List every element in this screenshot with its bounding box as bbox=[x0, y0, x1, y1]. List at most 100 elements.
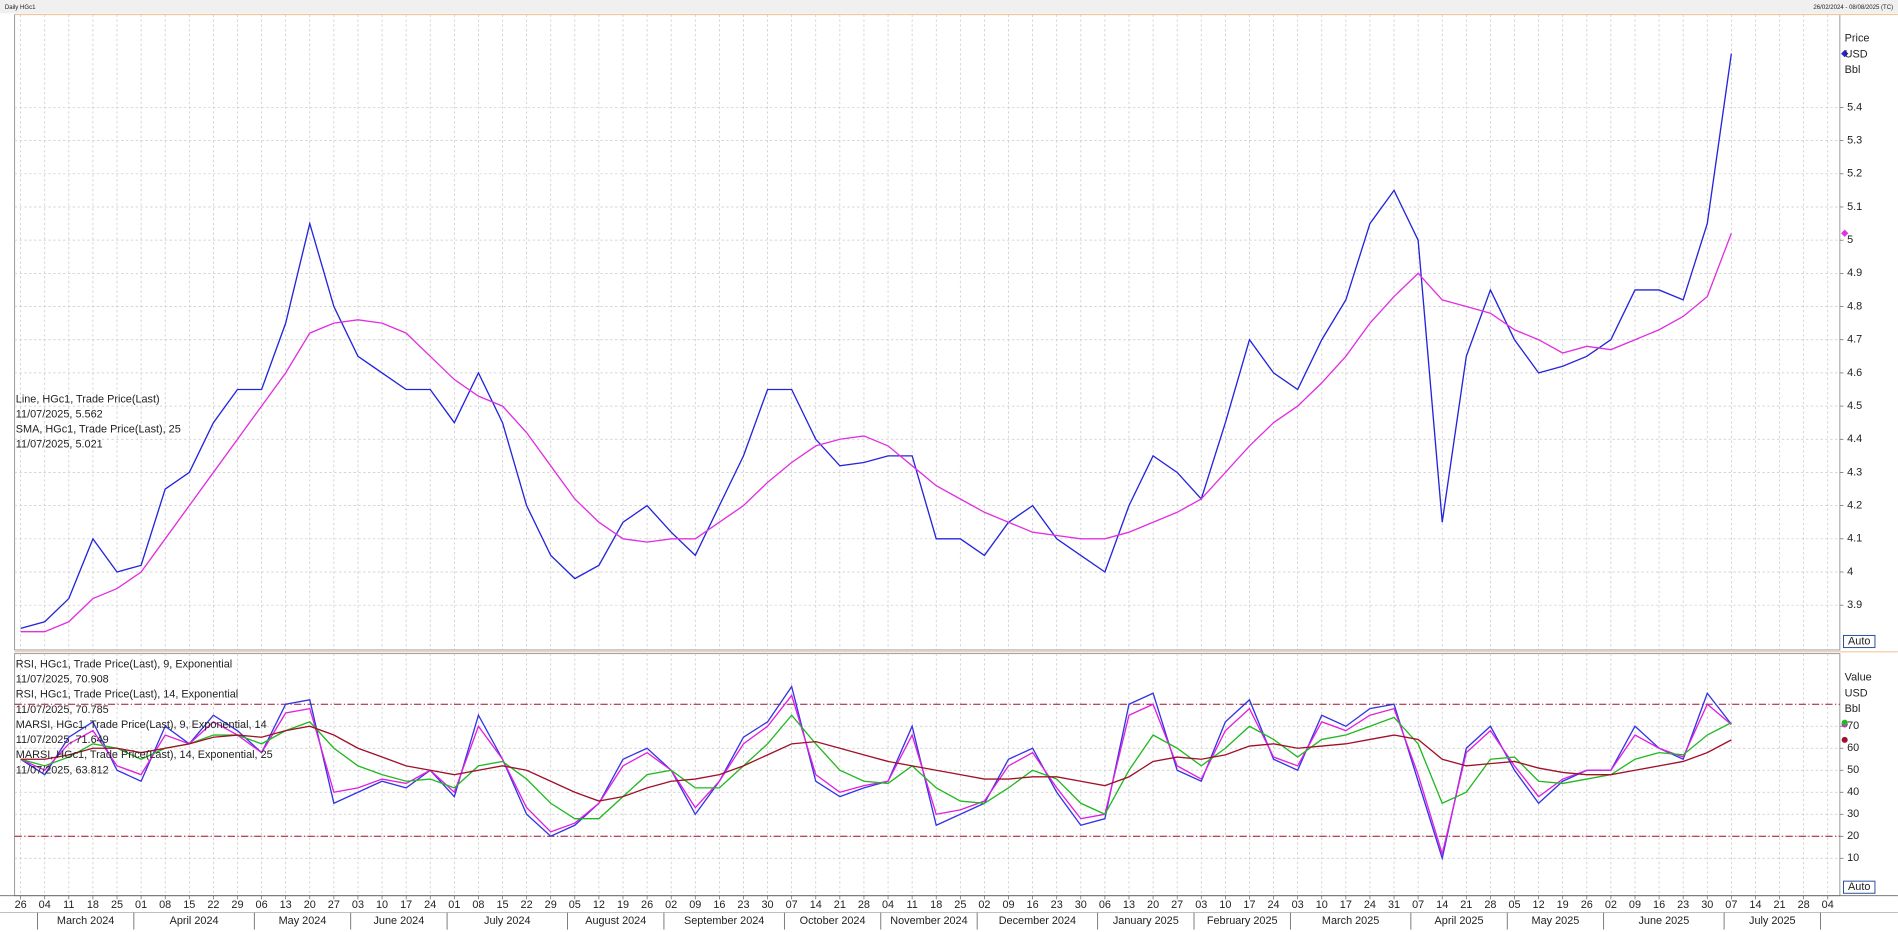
legend-value: 11/07/2025, 70.908 bbox=[16, 674, 109, 686]
x-tick-label: 30 bbox=[762, 899, 774, 911]
x-tick-label: 29 bbox=[545, 899, 557, 911]
month-label: March 2024 bbox=[57, 915, 114, 927]
x-tick-label: 02 bbox=[1605, 899, 1617, 911]
month-label: October 2024 bbox=[800, 915, 866, 927]
y-tick-label: 10 bbox=[1847, 852, 1859, 864]
x-tick-label: 06 bbox=[1099, 899, 1111, 911]
legend-value: 11/07/2025, 63.812 bbox=[16, 764, 109, 776]
x-tick-label: 13 bbox=[280, 899, 292, 911]
x-tick-label: 28 bbox=[1484, 899, 1496, 911]
month-label: November 2024 bbox=[890, 915, 967, 927]
x-tick-label: 09 bbox=[1629, 899, 1641, 911]
x-tick-label: 14 bbox=[1436, 899, 1448, 911]
x-tick-label: 25 bbox=[954, 899, 966, 911]
y-tick-label: 30 bbox=[1847, 808, 1859, 820]
x-tick-label: 16 bbox=[1027, 899, 1039, 911]
x-tick-label: 15 bbox=[183, 899, 195, 911]
y-axis-label: Bbl bbox=[1845, 64, 1861, 76]
x-tick-label: 07 bbox=[1725, 899, 1737, 911]
x-tick-label: 10 bbox=[376, 899, 388, 911]
y-axis-label: Value bbox=[1845, 672, 1872, 684]
y-tick-label: 4.7 bbox=[1847, 334, 1862, 346]
legend-value: 11/07/2025, 5.562 bbox=[16, 408, 103, 420]
x-tick-label: 02 bbox=[665, 899, 677, 911]
x-tick-label: 28 bbox=[1798, 899, 1810, 911]
x-tick-label: 20 bbox=[304, 899, 316, 911]
x-tick-label: 12 bbox=[593, 899, 605, 911]
y-axis-label: Bbl bbox=[1845, 703, 1861, 715]
y-tick-label: 4.6 bbox=[1847, 367, 1862, 379]
month-label: March 2025 bbox=[1322, 915, 1379, 927]
x-tick-label: 07 bbox=[1412, 899, 1424, 911]
y-axis-label: USD bbox=[1845, 687, 1868, 699]
month-label: September 2024 bbox=[684, 915, 764, 927]
y-axis-label: Price bbox=[1845, 33, 1870, 45]
y-tick-label: 5.4 bbox=[1847, 101, 1862, 113]
auto-button[interactable] bbox=[1842, 880, 1876, 894]
month-label: June 2024 bbox=[373, 915, 424, 927]
month-label: July 2025 bbox=[1749, 915, 1796, 927]
y-tick-label: 4.2 bbox=[1847, 500, 1862, 512]
legend-value: 11/07/2025, 5.021 bbox=[16, 439, 103, 451]
x-tick-label: 02 bbox=[978, 899, 990, 911]
month-label: April 2025 bbox=[1435, 915, 1484, 927]
legend-name: RSI, HGc1, Trade Price(Last), 14, Expone… bbox=[16, 689, 238, 701]
date-range: 26/02/2024 - 08/08/2025 (TC) bbox=[1813, 5, 1893, 11]
series-line bbox=[20, 694, 1732, 857]
x-tick-label: 06 bbox=[256, 899, 268, 911]
month-label: May 2024 bbox=[279, 915, 327, 927]
auto-button[interactable] bbox=[1842, 634, 1876, 649]
legend-name: MARSI, HGc1, Trade Price(Last), 14, Expo… bbox=[16, 749, 273, 761]
month-label: June 2025 bbox=[1638, 915, 1689, 927]
x-tick-label: 26 bbox=[641, 899, 653, 911]
y-tick-label: 5 bbox=[1847, 234, 1853, 246]
y-tick-label: 4.4 bbox=[1847, 433, 1862, 445]
last-value-marker bbox=[1841, 719, 1848, 726]
month-label: August 2024 bbox=[585, 915, 646, 927]
y-axis-label: USD bbox=[1845, 48, 1868, 60]
legend-name: SMA, HGc1, Trade Price(Last), 25 bbox=[16, 424, 181, 436]
x-tick-label: 21 bbox=[1773, 899, 1785, 911]
y-tick-label: 4 bbox=[1847, 566, 1853, 578]
last-value-marker bbox=[1841, 229, 1849, 237]
x-tick-label: 05 bbox=[1508, 899, 1520, 911]
x-tick-label: 12 bbox=[1533, 899, 1545, 911]
x-tick-label: 25 bbox=[111, 899, 123, 911]
x-tick-label: 09 bbox=[689, 899, 701, 911]
x-tick-label: 24 bbox=[1364, 899, 1376, 911]
y-tick-label: 4.3 bbox=[1847, 466, 1862, 478]
x-tick-label: 17 bbox=[1243, 899, 1255, 911]
x-tick-label: 10 bbox=[1316, 899, 1328, 911]
legend-name: MARSI, HGc1, Trade Price(Last), 9, Expon… bbox=[16, 719, 267, 731]
x-tick-label: 04 bbox=[882, 899, 894, 911]
series-line bbox=[20, 685, 1732, 861]
x-tick-label: 05 bbox=[569, 899, 581, 911]
auto-button-label[interactable]: Auto bbox=[1848, 635, 1870, 647]
x-tick-label: 19 bbox=[1557, 899, 1569, 911]
x-tick-label: 21 bbox=[1460, 899, 1472, 911]
x-tick-label: 23 bbox=[1677, 899, 1689, 911]
last-value-marker bbox=[1841, 50, 1849, 58]
x-tick-label: 09 bbox=[1002, 899, 1014, 911]
y-tick-label: 20 bbox=[1847, 830, 1859, 842]
x-tick-label: 30 bbox=[1701, 899, 1713, 911]
series-line bbox=[20, 714, 1732, 820]
x-tick-label: 13 bbox=[1123, 899, 1135, 911]
month-label: February 2025 bbox=[1207, 915, 1278, 927]
x-tick-label: 31 bbox=[1388, 899, 1400, 911]
x-tick-label: 17 bbox=[1340, 899, 1352, 911]
x-tick-label: 11 bbox=[906, 899, 917, 911]
month-label: January 2025 bbox=[1113, 915, 1179, 927]
y-tick-label: 50 bbox=[1847, 764, 1859, 776]
x-tick-label: 11 bbox=[63, 899, 74, 911]
legend-name: RSI, HGc1, Trade Price(Last), 9, Exponen… bbox=[16, 658, 232, 670]
series-line bbox=[20, 725, 1732, 802]
x-tick-label: 21 bbox=[834, 899, 846, 911]
x-tick-label: 27 bbox=[328, 899, 340, 911]
x-tick-label: 22 bbox=[207, 899, 219, 911]
auto-button-label[interactable]: Auto bbox=[1848, 881, 1870, 893]
x-tick-label: 14 bbox=[1749, 899, 1761, 911]
last-value-marker bbox=[1841, 736, 1848, 743]
x-tick-label: 29 bbox=[231, 899, 243, 911]
